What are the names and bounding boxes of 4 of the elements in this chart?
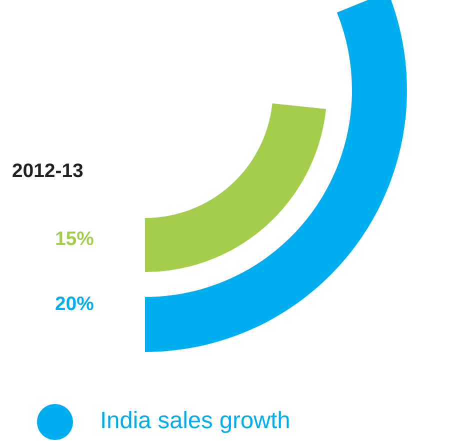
category-label: India sales growth (102, 410, 289, 434)
text: 2012-13 (12, 163, 83, 178)
data-label: 15% (56, 232, 94, 246)
data-label: 20% (56, 296, 94, 310)
